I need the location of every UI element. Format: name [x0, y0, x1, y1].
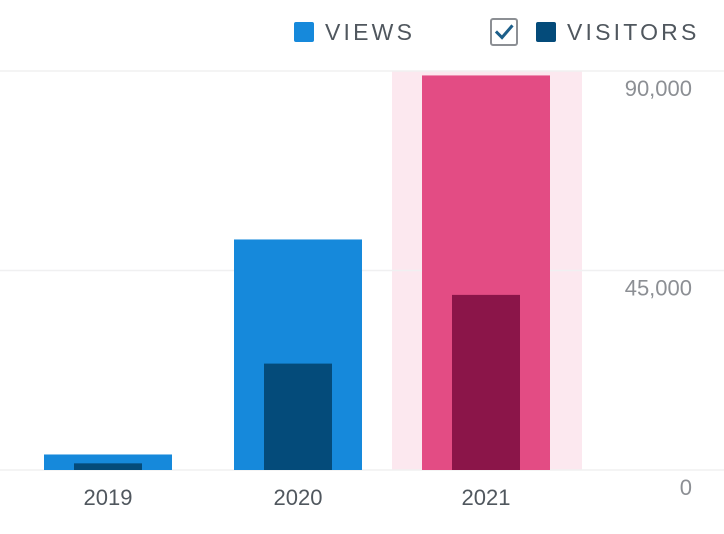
views-swatch — [294, 22, 314, 42]
chart-legend: VIEWS VISITORS — [0, 14, 724, 50]
checkmark-icon — [494, 24, 514, 40]
x-tick-label-2019: 2019 — [84, 485, 133, 510]
y-tick-label: 90,000 — [625, 76, 692, 101]
bar-visitors-2020[interactable] — [264, 363, 332, 470]
legend-item-visitors[interactable]: VISITORS — [490, 14, 700, 50]
y-tick-label: 45,000 — [625, 276, 692, 301]
bar-visitors-2021[interactable] — [452, 294, 520, 470]
legend-item-views: VIEWS — [294, 14, 415, 50]
x-tick-label-2020: 2020 — [274, 485, 323, 510]
visitors-swatch — [536, 22, 556, 42]
bar-visitors-2019[interactable] — [74, 463, 142, 470]
visitors-legend-label: VISITORS — [567, 18, 700, 45]
views-legend-label: VIEWS — [325, 18, 416, 45]
y-tick-label: 0 — [680, 475, 692, 500]
visitors-checkbox[interactable] — [490, 18, 518, 46]
x-tick-label-2021: 2021 — [462, 485, 511, 510]
